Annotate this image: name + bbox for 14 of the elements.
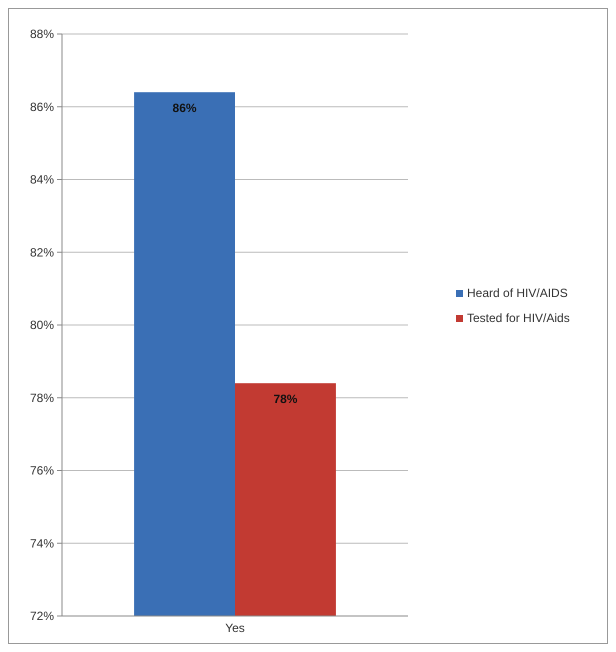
- y-tick-label: 76%: [30, 464, 54, 478]
- legend-label: Tested for HIV/Aids: [467, 311, 570, 325]
- y-tick-label: 78%: [30, 390, 54, 405]
- y-tick-label: 88%: [30, 27, 54, 41]
- y-tick-label: 74%: [30, 536, 54, 550]
- data-label: 78%: [273, 392, 298, 406]
- y-tick-label: 82%: [30, 245, 54, 260]
- y-tick-label: 84%: [30, 172, 54, 186]
- y-tick-label: 72%: [30, 609, 54, 623]
- data-label: 86%: [172, 101, 197, 116]
- legend-label: Heard of HIV/AIDS: [467, 286, 568, 300]
- y-tick-label: 86%: [30, 100, 54, 114]
- x-tick-label: Yes: [225, 621, 245, 635]
- y-tick-label: 80%: [30, 318, 54, 332]
